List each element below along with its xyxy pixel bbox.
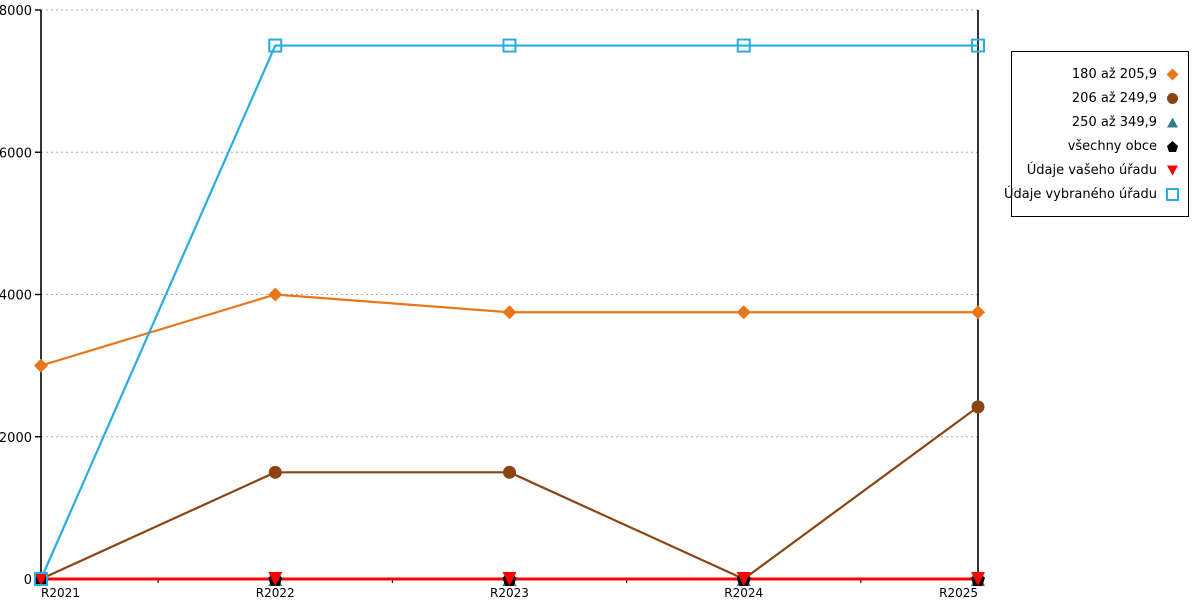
data-point-marker bbox=[268, 572, 283, 586]
data-point-marker bbox=[268, 38, 283, 53]
legend-item[interactable]: Údaje vašeho úřadu bbox=[1018, 158, 1180, 182]
y-axis-tick-label: 2000 bbox=[0, 431, 32, 446]
legend-item-label: 206 až 249,9 bbox=[1071, 90, 1157, 106]
circle-icon bbox=[1167, 92, 1178, 104]
data-point-marker bbox=[502, 305, 517, 320]
data-point-marker bbox=[34, 572, 48, 586]
legend-item[interactable]: Údaje vybraného úřadu bbox=[1004, 182, 1180, 206]
y-axis-tick-label: 6000 bbox=[0, 146, 32, 161]
y-axis-tick-label: 0 bbox=[24, 573, 32, 588]
legend-item-label: Údaje vašeho úřadu bbox=[1026, 162, 1157, 178]
square-open-icon bbox=[1166, 187, 1179, 201]
data-point-marker bbox=[736, 305, 751, 320]
gridlines-group bbox=[41, 9, 978, 438]
data-point-marker bbox=[503, 465, 516, 479]
legend-item-label: všechny obce bbox=[1067, 138, 1157, 154]
legend-item-label: 250 až 349,9 bbox=[1071, 114, 1157, 130]
legend-item[interactable]: 206 až 249,9 bbox=[1018, 86, 1180, 110]
legend-item-label: 180 až 205,9 bbox=[1071, 66, 1157, 82]
data-point-marker bbox=[268, 465, 282, 479]
y-axis-tick-label: 4000 bbox=[0, 289, 32, 304]
data-point-marker bbox=[971, 572, 985, 586]
data-point-marker bbox=[736, 38, 751, 53]
legend-item-label: Údaje vybraného úřadu bbox=[1003, 186, 1157, 202]
triangle-up-icon bbox=[1167, 117, 1178, 127]
data-point-marker bbox=[971, 400, 985, 414]
y-axis-tick-label: 8000 bbox=[0, 4, 32, 19]
legend-item[interactable]: 180 až 205,9 bbox=[1018, 62, 1180, 86]
axis-ticks-group bbox=[35, 9, 979, 585]
triangle-down-icon bbox=[1167, 165, 1178, 175]
series-markers-group bbox=[34, 38, 985, 586]
data-point-marker bbox=[502, 38, 517, 53]
data-point-marker bbox=[268, 287, 283, 302]
data-point-marker bbox=[34, 358, 48, 373]
x-axis-tick-label: R2023 bbox=[490, 586, 529, 600]
data-point-marker bbox=[971, 305, 985, 320]
data-point-marker bbox=[736, 572, 751, 586]
pentagon-icon bbox=[1167, 140, 1178, 152]
legend-item[interactable]: všechny obce bbox=[1018, 134, 1180, 158]
x-axis-tick-label: R2024 bbox=[724, 586, 763, 600]
data-point-marker bbox=[971, 38, 985, 53]
data-point-marker bbox=[502, 572, 517, 586]
legend-item[interactable]: 250 až 349,9 bbox=[1018, 110, 1180, 134]
x-axis-tick-label: R2025 bbox=[939, 586, 978, 600]
diamond-icon bbox=[1166, 68, 1179, 80]
data-point-marker bbox=[34, 572, 48, 586]
x-axis-tick-label: R2022 bbox=[256, 586, 295, 600]
chart-legend: 180 až 205,9 206 až 249,9 250 až 349,9 v… bbox=[1004, 51, 1189, 217]
axis-tick-labels-group: 0 2000 4000 6000 8000 R2021 R2022 R2023 R2024 R20… bbox=[0, 4, 978, 600]
x-axis-tick-label: R2021 bbox=[41, 586, 80, 600]
